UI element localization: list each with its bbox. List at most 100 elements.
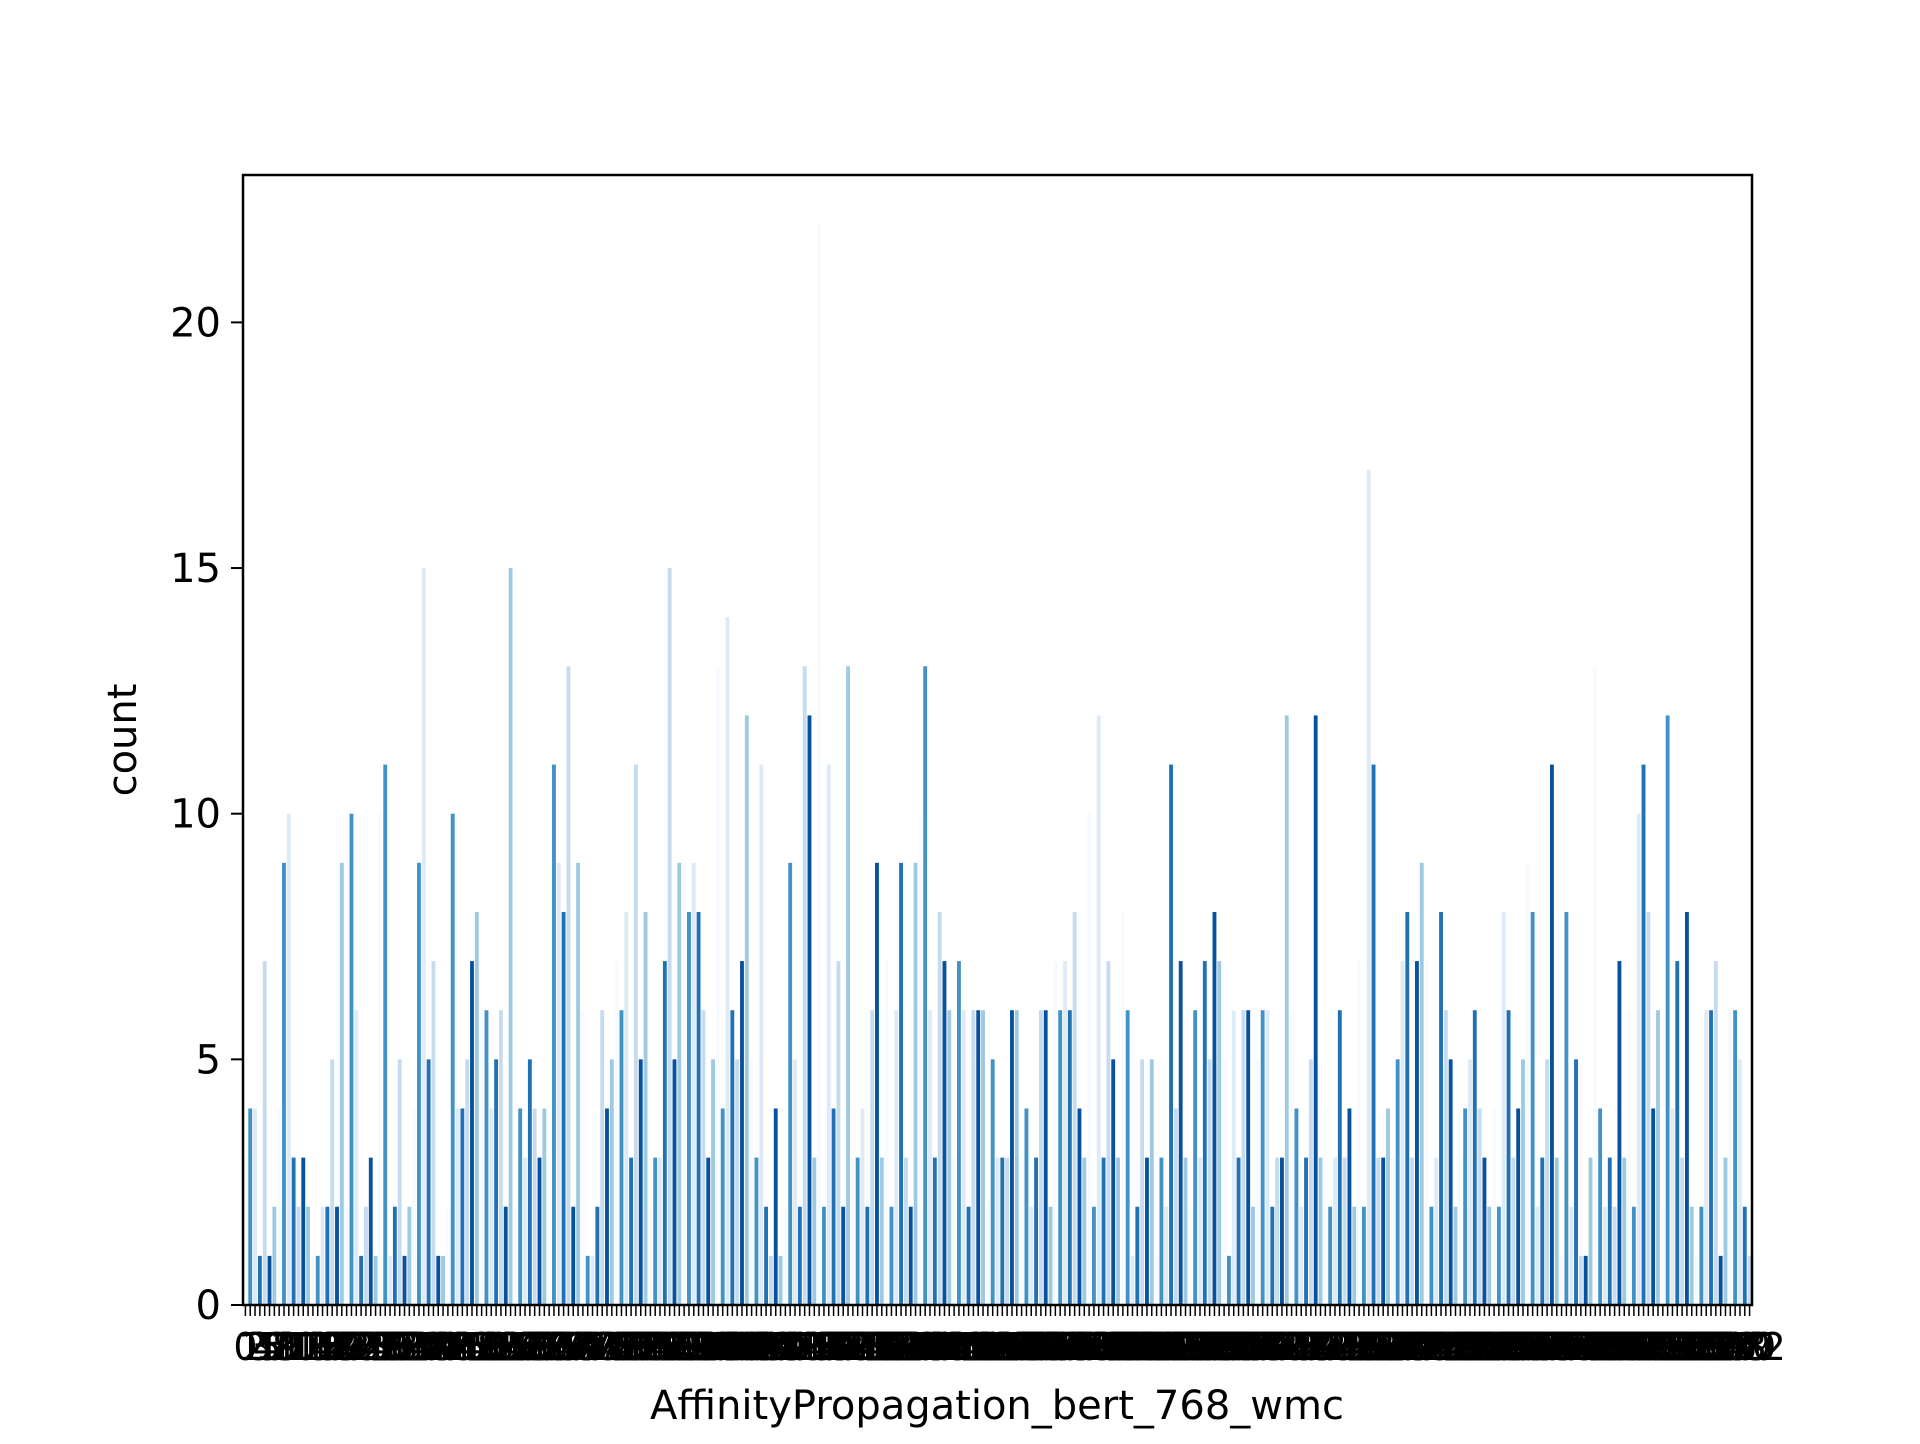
x-tick-label-196: 196: [1154, 1325, 1227, 1369]
x-tick-label-302: 302: [1665, 1325, 1738, 1369]
x-tick-label-234: 234: [1337, 1325, 1410, 1369]
bar-236: [1381, 1157, 1386, 1305]
bar-66: [561, 911, 566, 1305]
x-tick-label-97: 97: [689, 1325, 737, 1369]
x-tick-label-310: 310: [1704, 1325, 1777, 1369]
x-tick-label-239: 239: [1361, 1325, 1434, 1369]
x-tick-label-249: 249: [1410, 1325, 1483, 1369]
bar-149: [961, 1010, 966, 1305]
bar-137: [903, 1157, 908, 1305]
bar-196: [1188, 1206, 1193, 1305]
bar-197: [1193, 1010, 1198, 1305]
bar-44: [455, 1108, 460, 1305]
x-tick-label-30: 30: [366, 1325, 414, 1369]
bar-90: [677, 862, 682, 1305]
bar-178: [1101, 1157, 1106, 1305]
x-tick-label-281: 281: [1564, 1325, 1637, 1369]
x-tick-label-38: 38: [404, 1325, 452, 1369]
bar-182: [1120, 911, 1125, 1305]
bar-222: [1313, 715, 1318, 1305]
x-tick-label-163: 163: [995, 1325, 1068, 1369]
bar-281: [1598, 1108, 1603, 1305]
y-axis-ticks: 0 5 10 15 20: [170, 300, 243, 1329]
bar-274: [1564, 911, 1569, 1305]
x-tick-label-86: 86: [636, 1325, 684, 1369]
bar-86: [658, 1157, 662, 1305]
x-tick-label-113: 113: [754, 1325, 827, 1369]
bar-130: [870, 1010, 875, 1305]
x-tick-label-62: 62: [520, 1325, 568, 1369]
x-tick-label-105: 105: [715, 1325, 788, 1369]
x-tick-label-34: 34: [385, 1325, 433, 1369]
x-tick-label-199: 199: [1169, 1325, 1242, 1369]
x-tick-label-84: 84: [626, 1325, 674, 1369]
x-tick-label-193: 193: [1140, 1325, 1213, 1369]
x-tick-label-250: 250: [1414, 1325, 1487, 1369]
x-tick-label-21: 21: [322, 1325, 370, 1369]
x-tick-label-98: 98: [694, 1325, 742, 1369]
bar-36: [417, 862, 421, 1305]
bar-294: [1660, 1206, 1665, 1305]
x-tick-label-254: 254: [1434, 1325, 1507, 1369]
x-tick-label-49: 49: [457, 1325, 505, 1369]
bar-203: [1222, 1059, 1227, 1305]
bar-295: [1665, 715, 1670, 1305]
x-tick-label-298: 298: [1646, 1325, 1719, 1369]
x-tick-label-76: 76: [588, 1325, 636, 1369]
x-tick-label-185: 185: [1101, 1325, 1174, 1369]
x-tick-label-81: 81: [612, 1325, 660, 1369]
bar-279: [1588, 1157, 1593, 1305]
bar-263: [1511, 1157, 1516, 1305]
x-tick-label-174: 174: [1048, 1325, 1121, 1369]
bar-10: [291, 1157, 296, 1305]
bar-96: [706, 1157, 711, 1305]
x-tick-label-178: 178: [1067, 1325, 1140, 1369]
x-tick-label-32: 32: [376, 1325, 424, 1369]
bar-106: [754, 1157, 759, 1305]
bar-16: [320, 1206, 325, 1305]
bar-213: [1270, 1206, 1275, 1305]
x-tick-label-262: 262: [1472, 1325, 1545, 1369]
bar-305: [1713, 961, 1718, 1305]
x-tick-label-60: 60: [511, 1325, 559, 1369]
x-tick-label-187: 187: [1111, 1325, 1184, 1369]
x-tick-label-77: 77: [592, 1325, 640, 1369]
x-tick-label-226: 226: [1299, 1325, 1372, 1369]
bar-151: [971, 1010, 976, 1305]
bar-179: [1106, 961, 1111, 1305]
bar-229: [1347, 1108, 1352, 1305]
x-tick-label-258: 258: [1453, 1325, 1526, 1369]
bar-167: [1048, 1206, 1053, 1305]
bar-79: [624, 911, 629, 1305]
bar-230: [1352, 1206, 1357, 1305]
x-tick-label-162: 162: [990, 1325, 1063, 1369]
x-tick-label-23: 23: [332, 1325, 380, 1369]
x-tick-label-29: 29: [361, 1325, 409, 1369]
bar-140: [918, 813, 923, 1305]
bar-256: [1477, 1108, 1482, 1305]
x-tick-label-207: 207: [1207, 1325, 1280, 1369]
bar-22: [349, 813, 354, 1305]
bar-171: [1067, 1010, 1072, 1305]
bar-241: [1405, 911, 1410, 1305]
bar-311: [1742, 1206, 1747, 1305]
x-tick-label-297: 297: [1641, 1325, 1714, 1369]
x-tick-label-54: 54: [482, 1325, 530, 1369]
x-tick-label-41: 41: [419, 1325, 467, 1369]
bar-31: [392, 1206, 397, 1305]
x-tick-marks: [244, 1305, 1751, 1316]
x-tick-label-66: 66: [539, 1325, 587, 1369]
bar-303: [1704, 1010, 1709, 1305]
bar-7: [277, 1108, 282, 1305]
x-tick-label-158: 158: [971, 1325, 1044, 1369]
x-tick-label-73: 73: [573, 1325, 621, 1369]
bar-57: [518, 1108, 523, 1305]
x-tick-label-242: 242: [1376, 1325, 1449, 1369]
x-tick-label-305: 305: [1680, 1325, 1753, 1369]
bar-123: [836, 961, 841, 1305]
bar-73: [595, 1206, 600, 1305]
x-tick-label-114: 114: [759, 1325, 832, 1369]
x-tick-label-52: 52: [472, 1325, 520, 1369]
bar-251: [1453, 1206, 1458, 1305]
bar-198: [1198, 1157, 1202, 1305]
